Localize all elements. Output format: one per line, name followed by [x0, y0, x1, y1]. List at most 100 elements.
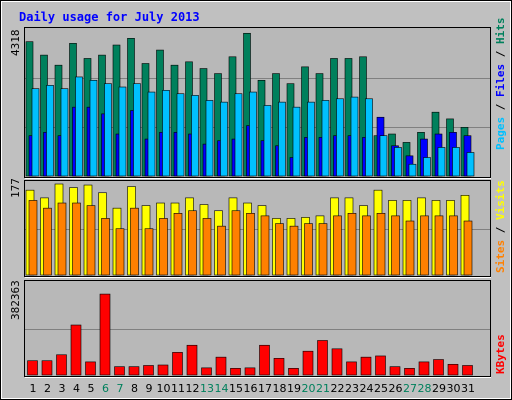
x-tick-label-day-15: 15 — [229, 382, 243, 395]
x-tick-label-day-2: 2 — [44, 382, 51, 395]
bar-kbytes-day-8 — [128, 366, 140, 376]
bar-pages-day-6 — [104, 83, 112, 177]
bar-sites-day-15 — [231, 210, 241, 276]
bar-sites-day-17 — [260, 215, 270, 276]
bar-pages-day-15 — [234, 93, 243, 177]
bar-sites-day-9 — [144, 228, 154, 276]
x-tick-label-day-5: 5 — [88, 382, 95, 395]
bar-kbytes-day-22 — [331, 348, 343, 376]
bar-kbytes-day-7 — [114, 366, 125, 376]
bar-pages-day-13 — [205, 100, 214, 177]
bar-sites-day-10 — [159, 218, 168, 276]
bar-pages-day-27 — [408, 163, 417, 177]
bar-pages-day-28 — [423, 157, 431, 177]
bar-pages-day-8 — [133, 83, 141, 177]
bar-pages-day-31 — [466, 152, 475, 177]
x-tick-label-day-9: 9 — [146, 382, 153, 395]
bar-kbytes-day-28 — [418, 361, 430, 376]
top-panel-bars — [25, 32, 475, 177]
bar-kbytes-day-24 — [360, 356, 372, 376]
bar-sites-day-25 — [376, 213, 386, 276]
bottom-max-label: 382363 — [9, 280, 22, 320]
x-tick-label-day-31: 31 — [461, 382, 475, 395]
bar-kbytes-day-29 — [433, 359, 444, 376]
x-tick-label-day-17: 17 — [258, 382, 272, 395]
middle-panel-bars — [25, 183, 473, 276]
bar-pages-day-17 — [263, 105, 272, 177]
bar-kbytes-day-12 — [186, 344, 198, 376]
bar-pages-day-1 — [31, 88, 40, 177]
bar-kbytes-day-2 — [41, 360, 53, 376]
x-tick-label-day-18: 18 — [273, 382, 287, 395]
bottom-panel: 382363 KBytes — [9, 280, 507, 378]
bar-kbytes-day-13 — [201, 367, 212, 376]
bar-pages-day-24 — [365, 98, 373, 177]
bar-sites-day-19 — [289, 225, 299, 276]
legend-hits: Hits — [494, 18, 507, 45]
x-tick-label-day-28: 28 — [418, 382, 432, 395]
bar-sites-day-6 — [101, 218, 110, 276]
bar-kbytes-day-10 — [157, 364, 169, 376]
x-tick-label-day-29: 29 — [432, 382, 446, 395]
chart-title: Daily usage for July 2013 — [19, 10, 200, 24]
bar-kbytes-day-31 — [462, 365, 473, 376]
bar-sites-day-22 — [333, 215, 342, 276]
bar-kbytes-day-4 — [70, 324, 82, 376]
bar-sites-day-27 — [405, 220, 415, 276]
bar-pages-day-26 — [394, 147, 402, 177]
bar-kbytes-day-16 — [244, 367, 256, 376]
bar-sites-day-14 — [217, 225, 226, 276]
x-axis-day-labels: 1 2 3 4 5 6 7 8 9 10 11 12 13 14 15 16 17 18 19 20 21 22 23 24 2… — [30, 382, 476, 395]
bar-kbytes-day-17 — [259, 344, 270, 376]
x-tick-label-day-24: 24 — [360, 382, 374, 395]
legend-visits: Visits — [494, 180, 507, 220]
bar-pages-day-19 — [292, 106, 301, 177]
bar-pages-day-16 — [249, 91, 257, 177]
x-tick-label-day-4: 4 — [73, 382, 80, 395]
bar-kbytes-day-11 — [172, 352, 183, 376]
legend-sites: Sites — [494, 240, 507, 273]
bar-kbytes-day-15 — [230, 368, 241, 376]
bar-sites-day-11 — [173, 213, 183, 276]
bar-pages-day-4 — [75, 76, 83, 177]
bar-pages-day-29 — [437, 147, 446, 177]
top-right-legend: Pages / Files / Hits — [494, 18, 507, 151]
x-tick-label-day-10: 10 — [157, 382, 171, 395]
bar-pages-day-14 — [220, 101, 228, 177]
bar-sites-day-12 — [188, 210, 197, 276]
top-max-label: 4318 — [9, 30, 22, 57]
bar-pages-day-18 — [278, 101, 286, 177]
x-tick-label-day-12: 12 — [186, 382, 200, 395]
bar-pages-day-9 — [147, 91, 156, 177]
bottom-panel-bars — [27, 293, 473, 376]
bar-kbytes-day-27 — [404, 368, 415, 376]
bar-sites-day-3 — [57, 202, 67, 276]
bar-kbytes-day-6 — [99, 293, 111, 376]
bar-sites-day-8 — [130, 207, 139, 276]
bar-kbytes-day-21 — [317, 340, 328, 376]
bar-kbytes-day-14 — [215, 356, 227, 376]
x-tick-label-day-13: 13 — [200, 382, 214, 395]
bar-sites-day-28 — [420, 215, 429, 276]
middle-max-label: 177 — [9, 178, 22, 198]
bar-kbytes-day-26 — [389, 366, 401, 376]
bar-sites-day-23 — [347, 213, 357, 276]
x-tick-label-day-7: 7 — [117, 382, 124, 395]
bar-pages-day-11 — [176, 93, 185, 177]
bar-pages-day-7 — [118, 86, 127, 177]
bar-pages-day-22 — [336, 98, 344, 177]
bar-sites-day-31 — [463, 220, 473, 276]
bar-kbytes-day-20 — [302, 350, 314, 376]
bar-pages-day-23 — [350, 96, 359, 177]
bar-kbytes-day-30 — [447, 363, 459, 376]
bar-sites-day-5 — [86, 205, 96, 276]
bar-sites-day-20 — [304, 223, 313, 276]
bar-pages-day-12 — [191, 95, 199, 177]
x-tick-label-day-11: 11 — [171, 382, 185, 395]
x-tick-label-day-25: 25 — [374, 382, 388, 395]
top-panel: 4318 Pages / Files / Hits — [9, 18, 507, 179]
bar-sites-day-4 — [72, 202, 81, 276]
legend-files: Files — [494, 64, 507, 97]
bar-pages-day-10 — [162, 90, 170, 177]
